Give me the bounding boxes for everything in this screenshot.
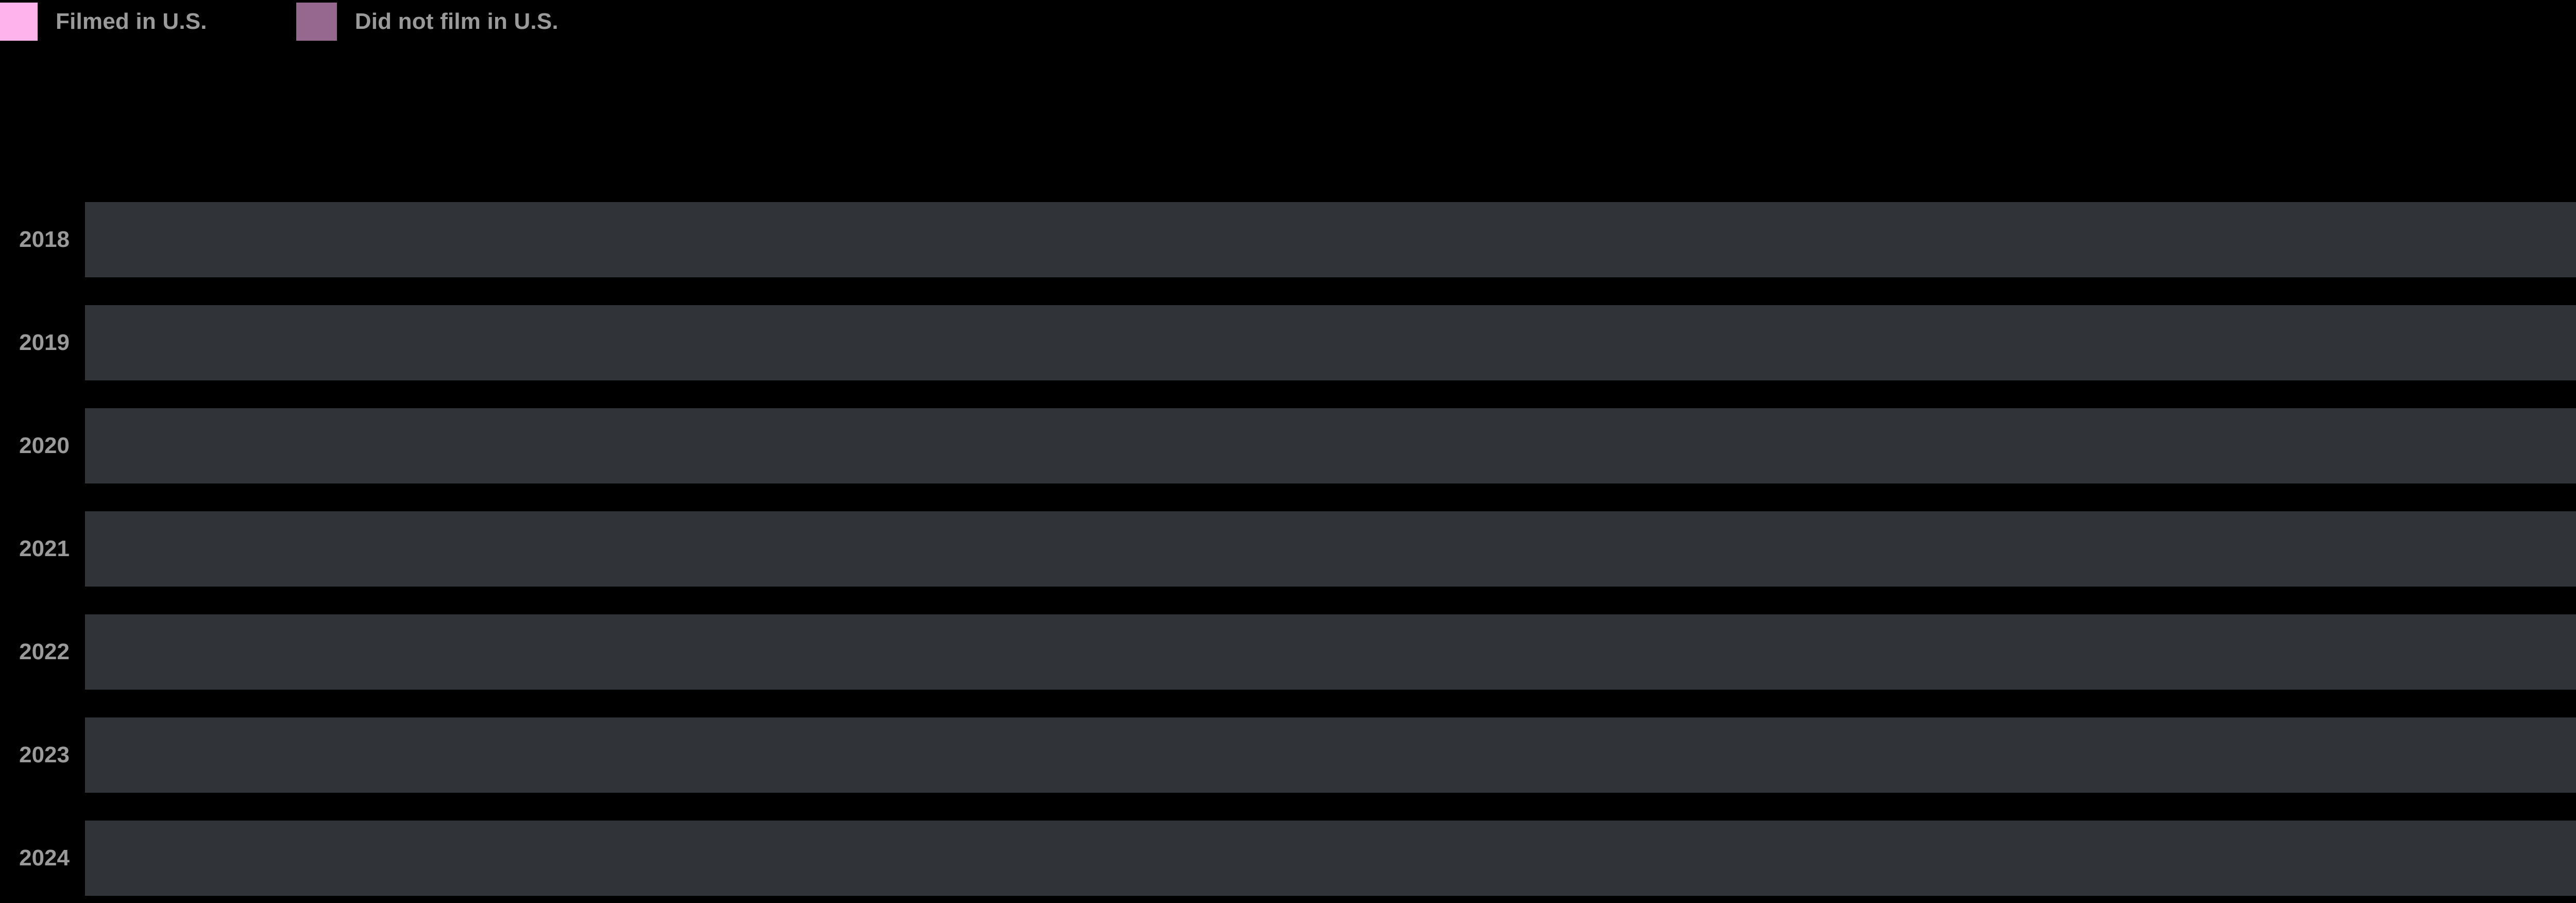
bar-row-year-label: 2024 bbox=[19, 845, 70, 871]
bar-row-year-label: 2018 bbox=[19, 227, 70, 252]
bar-track[interactable] bbox=[85, 821, 2576, 896]
bar-row[interactable]: 2021 bbox=[0, 511, 2576, 587]
bar-row[interactable]: 2023 bbox=[0, 717, 2576, 793]
legend-item-did-not-film-in-us[interactable]: Did not film in U.S. bbox=[296, 3, 558, 41]
legend-label-did-not-film-in-us: Did not film in U.S. bbox=[354, 9, 558, 34]
bar-row-year-label: 2020 bbox=[19, 433, 70, 458]
bar-track[interactable] bbox=[85, 614, 2576, 690]
bar-track[interactable] bbox=[85, 305, 2576, 380]
bar-row-year-label: 2019 bbox=[19, 330, 70, 355]
legend-label-filmed-in-us: Filmed in U.S. bbox=[56, 9, 207, 34]
chart-legend: Filmed in U.S. Did not film in U.S. bbox=[0, 3, 558, 41]
bar-row[interactable]: 2024 bbox=[0, 821, 2576, 896]
bar-row[interactable]: 2020 bbox=[0, 408, 2576, 483]
legend-item-filmed-in-us[interactable]: Filmed in U.S. bbox=[0, 3, 207, 41]
chart-plot-area: 2018 2019 2020 2021 2022 2023 2024 bbox=[0, 202, 2576, 896]
bar-track[interactable] bbox=[85, 511, 2576, 587]
bar-track[interactable] bbox=[85, 717, 2576, 793]
bar-row[interactable]: 2018 bbox=[0, 202, 2576, 277]
bar-row-year-label: 2023 bbox=[19, 742, 70, 767]
bar-row[interactable]: 2019 bbox=[0, 305, 2576, 380]
bar-row-year-label: 2021 bbox=[19, 536, 70, 561]
legend-swatch-did-not-film-in-us-icon bbox=[296, 3, 337, 41]
bar-row-year-label: 2022 bbox=[19, 639, 70, 664]
bar-row[interactable]: 2022 bbox=[0, 614, 2576, 690]
bar-track[interactable] bbox=[85, 408, 2576, 483]
legend-swatch-filmed-in-us-icon bbox=[0, 3, 38, 41]
bar-track[interactable] bbox=[85, 202, 2576, 277]
